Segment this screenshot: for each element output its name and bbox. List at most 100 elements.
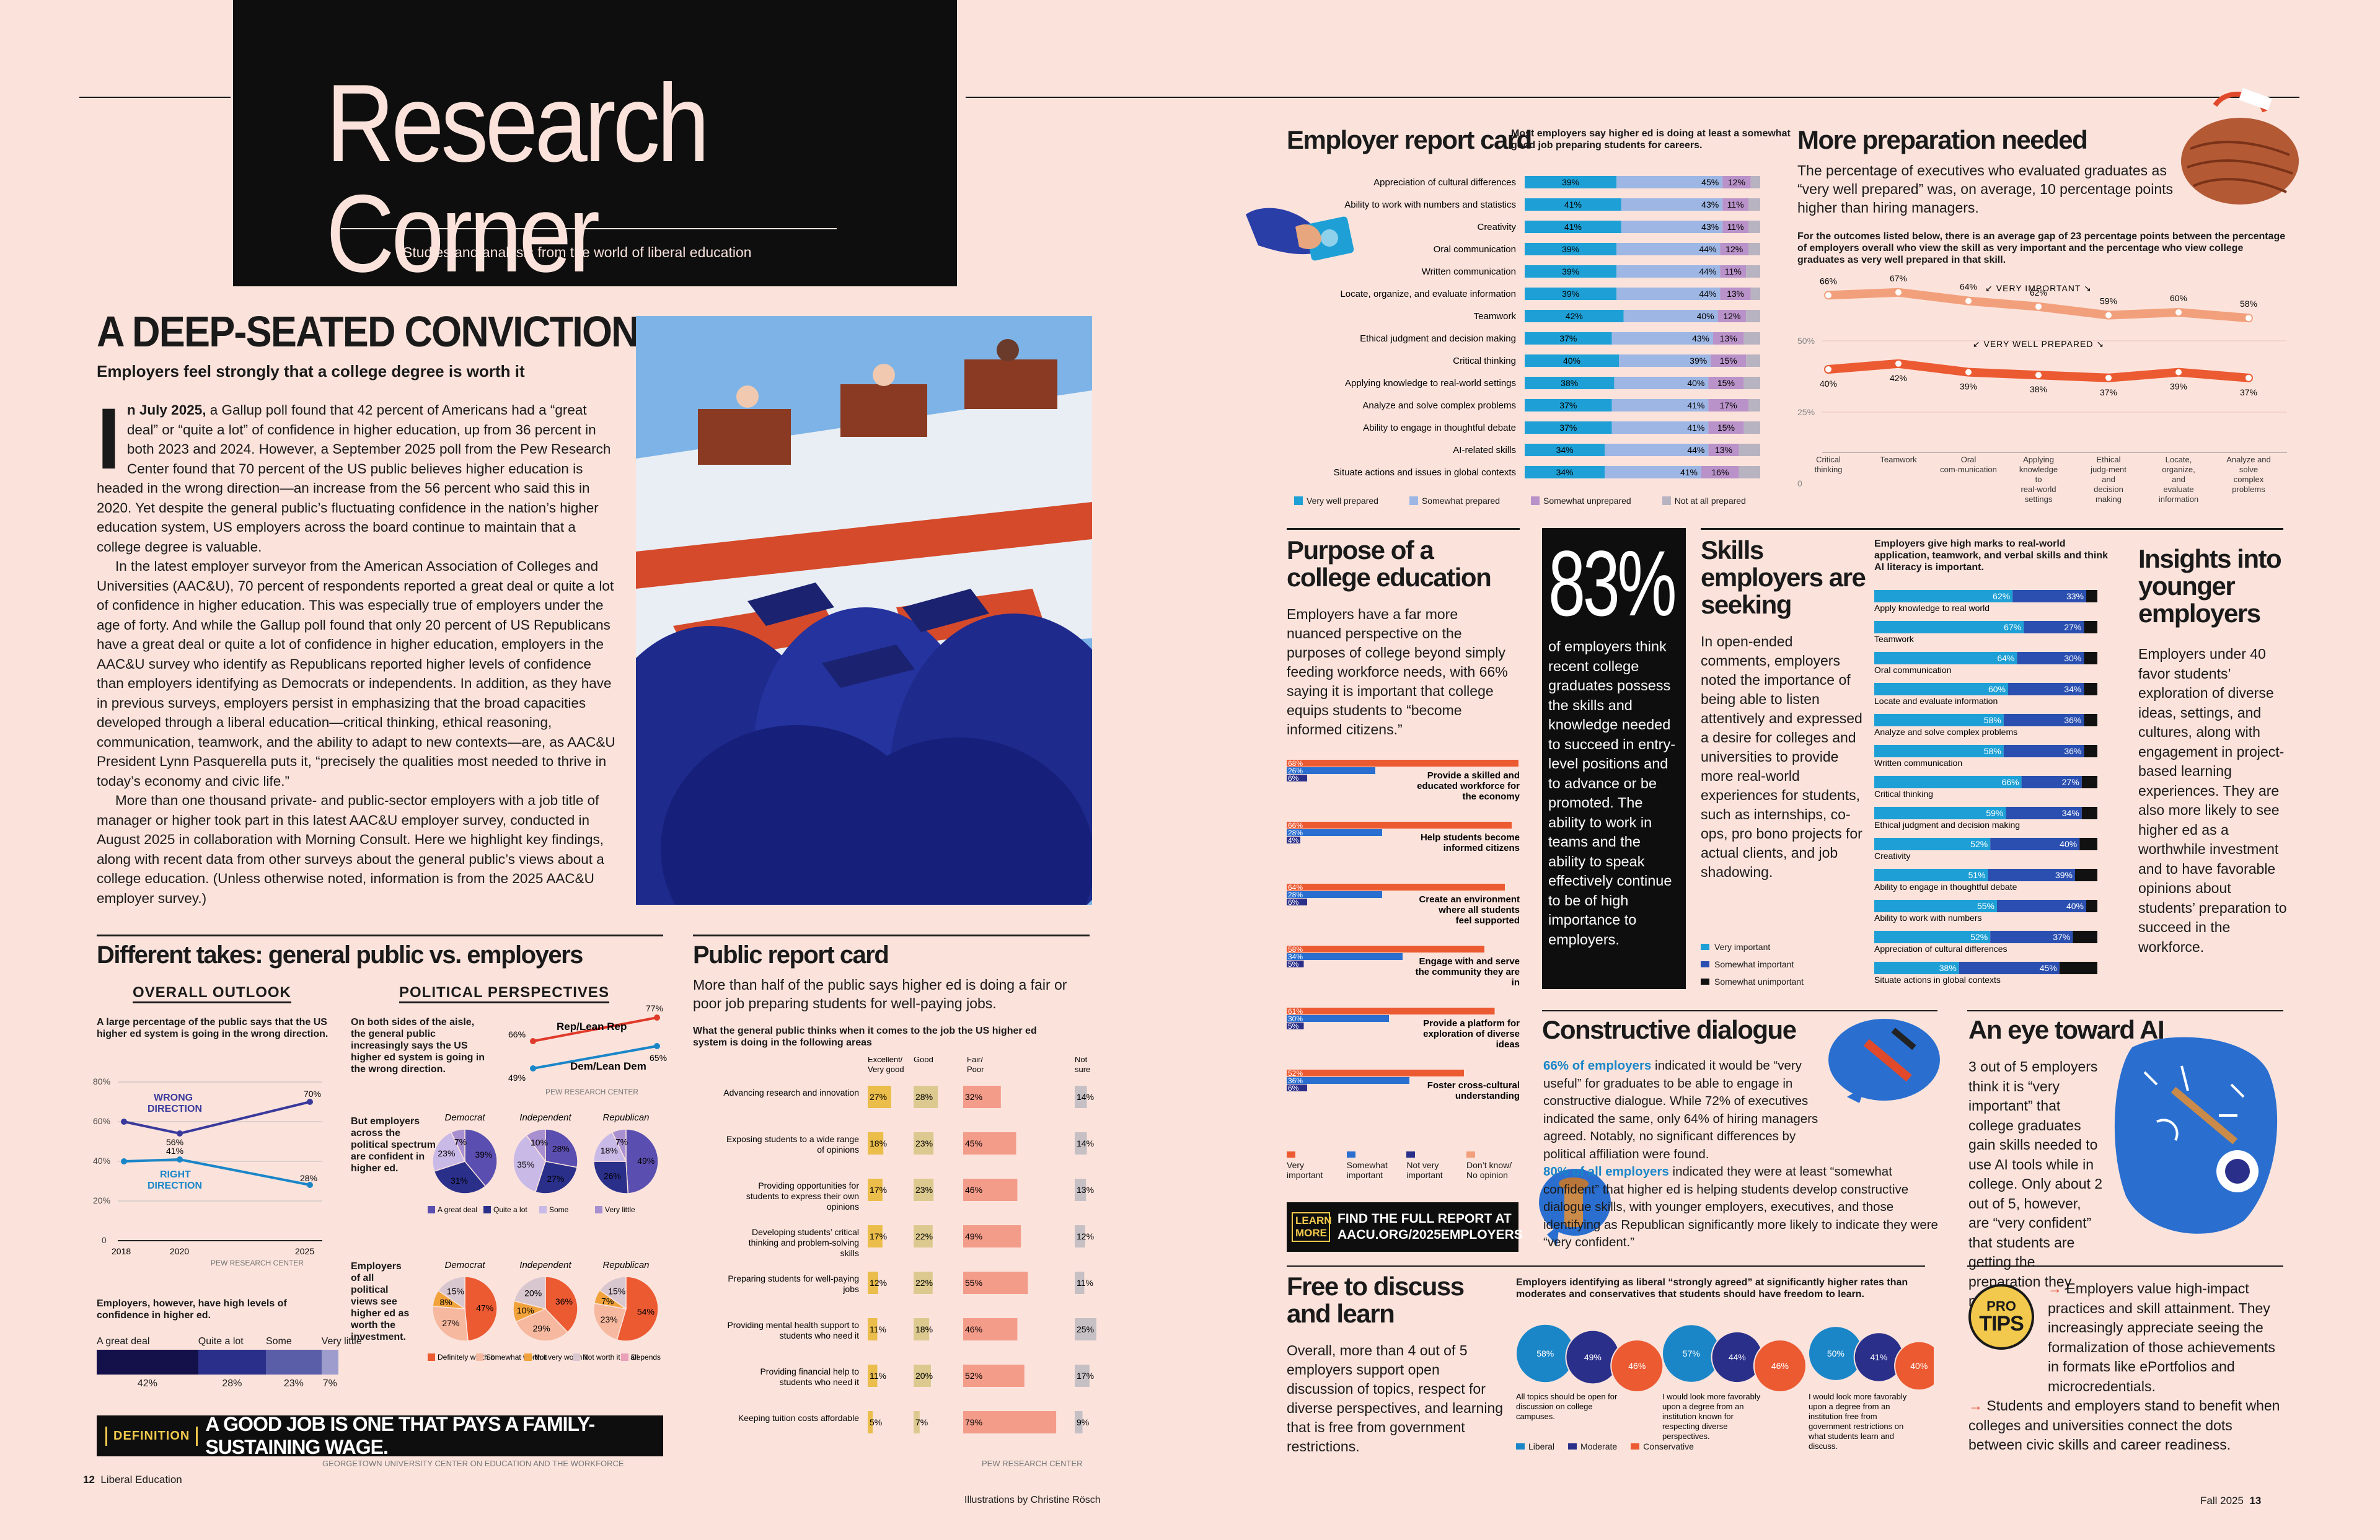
legend-item: Somewhat unprepared bbox=[1531, 496, 1631, 506]
insights-text: Employers under 40 favor students’ explo… bbox=[2138, 646, 2287, 955]
pie-group-label: Republican bbox=[602, 1113, 649, 1123]
legend-label: Very well prepared bbox=[1307, 496, 1378, 506]
row-label: AI-related skills bbox=[1453, 445, 1516, 455]
bubble-caption: campuses. bbox=[1516, 1412, 1555, 1421]
politics-text: On both sides of the aisle, the general … bbox=[351, 1017, 485, 1075]
skills-value: 55% bbox=[1977, 901, 1994, 911]
skills-label: Creativity bbox=[1874, 851, 1910, 861]
pie-label: 23% bbox=[438, 1148, 455, 1158]
purpose-value: 28% bbox=[1288, 891, 1303, 899]
dialogue-text: 66% of employers indicated it would be “… bbox=[1543, 1057, 1940, 1252]
grid-value: 28% bbox=[915, 1092, 933, 1102]
learn-more-bar[interactable]: LEARN MORE FIND THE FULL REPORT AT AACU.… bbox=[1287, 1202, 1523, 1252]
legend-swatch bbox=[1409, 496, 1418, 505]
data-point bbox=[1895, 360, 1902, 367]
row-label: Exposing students to a wide range bbox=[726, 1134, 859, 1144]
free-text: Overall, more than 4 out of 5 employers … bbox=[1287, 1342, 1504, 1454]
emp-value: 11% bbox=[1727, 222, 1744, 232]
pie-slice bbox=[593, 1303, 627, 1340]
emp-bar bbox=[1525, 332, 1612, 345]
grid-value: 17% bbox=[870, 1185, 887, 1195]
rep-line bbox=[532, 1016, 658, 1042]
purpose-label: Engage with and serve bbox=[1419, 956, 1520, 967]
x-tick: to bbox=[2035, 475, 2042, 484]
legend-swatch bbox=[1466, 1151, 1475, 1158]
confident-text: But employers across the political spect… bbox=[351, 1116, 436, 1174]
skills-value: 33% bbox=[2066, 591, 2084, 601]
svg-text:66%: 66% bbox=[508, 1029, 526, 1039]
pie-slice bbox=[534, 1161, 578, 1194]
emp-bar bbox=[1616, 288, 1721, 300]
emp-bar bbox=[1722, 221, 1748, 233]
legend-label: A great deal bbox=[438, 1205, 477, 1214]
confidence-text: Employers, however, have high levels of … bbox=[97, 1298, 287, 1321]
emp-bar bbox=[1525, 377, 1615, 389]
grid-bar bbox=[868, 1411, 873, 1433]
purpose-bar bbox=[1287, 822, 1512, 829]
skills-bar bbox=[2059, 962, 2097, 974]
skills-bar bbox=[1874, 776, 2022, 788]
legend-item: Very important bbox=[1287, 1151, 1342, 1180]
skills-bar bbox=[2073, 931, 2097, 943]
column-header: sure bbox=[1075, 1065, 1090, 1074]
footer-left: 12 Liberal Education bbox=[83, 1474, 182, 1486]
pie-label: 15% bbox=[447, 1286, 464, 1296]
legend-label: Depends bbox=[631, 1353, 661, 1362]
feature-headline: A DEEP-SEATED CONVICTION bbox=[97, 307, 640, 356]
legend-label: Very little bbox=[605, 1205, 635, 1214]
skills-value: 27% bbox=[2062, 777, 2079, 787]
confidence-label: A great deal bbox=[97, 1336, 150, 1347]
legend-swatch bbox=[595, 1206, 602, 1213]
purpose-label: ideas bbox=[1496, 1039, 1520, 1050]
row-label: Appreciation of cultural differences bbox=[1373, 177, 1516, 188]
grid-value: 12% bbox=[1077, 1231, 1094, 1241]
legend-label: Conservative bbox=[1643, 1441, 1694, 1451]
skills-label: Ability to engage in thoughtful debate bbox=[1874, 882, 2017, 892]
emp-bar bbox=[1525, 421, 1612, 434]
ai-title: An eye toward AI bbox=[1968, 1015, 2165, 1044]
prep-note: For the outcomes listed below, there is … bbox=[1797, 231, 2286, 265]
bubble-caption: I would look more favorably bbox=[1809, 1392, 1907, 1401]
column-header: Fair/ bbox=[967, 1057, 983, 1064]
emp-bar bbox=[1611, 332, 1713, 345]
emp-value: 34% bbox=[1556, 445, 1574, 455]
skills-bar bbox=[2075, 869, 2097, 881]
grid-value: 46% bbox=[965, 1185, 982, 1195]
x-tick: information bbox=[2159, 495, 2198, 504]
emp-value: 17% bbox=[1720, 400, 1737, 410]
confidence-value: 7% bbox=[322, 1378, 337, 1389]
bubble-caption: what students learn and bbox=[1808, 1432, 1894, 1441]
skills-value: 52% bbox=[1970, 839, 1988, 849]
legend-item: Moderate bbox=[1568, 1441, 1617, 1451]
feature-p2: In the latest employer surveyor from the… bbox=[97, 558, 615, 789]
row-label: Ethical judgment and decision making bbox=[1360, 333, 1516, 344]
pie-label: 20% bbox=[524, 1288, 542, 1298]
purpose-value: 5% bbox=[1288, 960, 1299, 969]
emp-bar bbox=[1746, 310, 1760, 322]
purpose-label: understanding bbox=[1455, 1091, 1520, 1101]
dialogue-t2: indicated they were at least “somewhat c… bbox=[1543, 1164, 1938, 1249]
purpose-value: 64% bbox=[1288, 883, 1303, 892]
skills-value: 30% bbox=[2064, 653, 2081, 663]
public-card-question: What the general public thinks when it c… bbox=[693, 1026, 1037, 1048]
confidence-segment bbox=[198, 1350, 266, 1375]
emp-value: 44% bbox=[1699, 289, 1716, 299]
y-tick: 25% bbox=[1797, 407, 1815, 417]
legend-label: Not very important bbox=[1406, 1160, 1443, 1180]
employer-card-legend: Very well prepared Somewhat prepared Somew… bbox=[1294, 496, 1778, 506]
screwdriver-illustration bbox=[1828, 1019, 1940, 1103]
data-point bbox=[2175, 309, 2182, 315]
row-label: Critical thinking bbox=[1453, 356, 1516, 366]
row-label: Keeping tuition costs affordable bbox=[738, 1413, 859, 1423]
row-label: of opinions bbox=[817, 1145, 859, 1155]
emp-bar bbox=[1746, 265, 1760, 278]
grid-bar bbox=[963, 1225, 1021, 1247]
skills-value: 58% bbox=[1984, 715, 2001, 725]
grid-bar bbox=[914, 1179, 934, 1201]
legend-swatch bbox=[1287, 1151, 1295, 1158]
x-tick: Applying bbox=[2023, 455, 2054, 464]
footer-right: Fall 2025 13 bbox=[2200, 1495, 2261, 1507]
pie-slice bbox=[432, 1131, 466, 1173]
legend-item: Conservative bbox=[1631, 1441, 1694, 1451]
grid-value: 25% bbox=[1077, 1324, 1094, 1334]
